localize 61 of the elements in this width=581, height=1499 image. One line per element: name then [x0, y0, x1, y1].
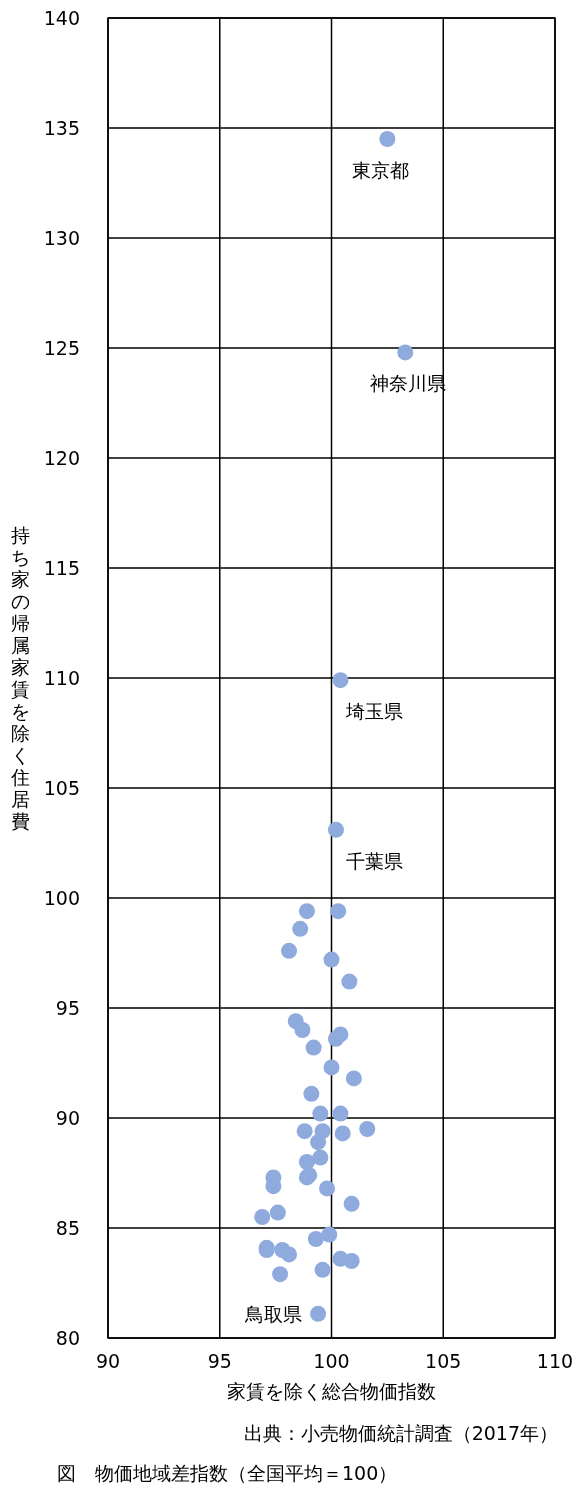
point	[298, 903, 315, 920]
point	[272, 1266, 289, 1283]
point	[296, 1123, 313, 1140]
point	[359, 1121, 376, 1137]
point	[292, 920, 309, 937]
y-tick-label: 120	[43, 447, 80, 469]
point	[305, 1039, 322, 1056]
y-tick-label: 80	[55, 1327, 80, 1349]
point	[345, 1070, 362, 1087]
point	[327, 821, 344, 838]
y-tick-label: 140	[43, 7, 80, 29]
point	[310, 1134, 327, 1151]
y-tick-label: 110	[43, 667, 80, 689]
point	[269, 1204, 286, 1221]
annotation: 東京都	[352, 159, 410, 181]
y-tick-label: 105	[43, 777, 80, 799]
point	[321, 1226, 338, 1243]
point	[307, 1231, 324, 1247]
point	[303, 1085, 320, 1102]
point	[254, 1209, 271, 1225]
point	[379, 131, 396, 147]
y-tick-label: 100	[43, 887, 80, 909]
text: 持ち家の帰属家賃を除く住居費	[10, 524, 30, 832]
point	[314, 1261, 331, 1278]
point	[397, 344, 414, 361]
source-note: 出典：小売物価統計調査（2017年）	[243, 1422, 558, 1444]
point	[327, 1030, 344, 1047]
point	[323, 951, 340, 968]
point	[298, 1154, 315, 1170]
point	[312, 1149, 329, 1166]
annotation: 埼玉県	[344, 700, 403, 723]
annotation: 鳥取県	[244, 1302, 303, 1325]
x-tick-label: 105	[425, 1350, 462, 1372]
y-tick-label: 125	[43, 337, 80, 359]
point	[332, 1105, 349, 1122]
y-tick-label: 115	[43, 557, 80, 579]
point	[312, 1105, 329, 1122]
point	[341, 973, 358, 990]
y-tick-label: 90	[55, 1107, 80, 1129]
y-tick-label: 95	[55, 997, 80, 1019]
point	[281, 1246, 298, 1263]
point	[343, 1253, 360, 1269]
y-tick-label: 130	[43, 227, 80, 249]
point	[332, 672, 349, 689]
x-tick-label: 100	[313, 1350, 350, 1372]
point	[294, 1022, 311, 1038]
text: 図 物価地域差指数（全国平均＝100）	[57, 1462, 398, 1484]
point	[343, 1195, 360, 1212]
y-tick-label: 85	[55, 1217, 80, 1239]
x-tick-label: 95	[207, 1350, 232, 1372]
point	[330, 903, 347, 920]
point	[310, 1305, 327, 1322]
x-axis-title: 家賃を除く総合物価指数	[227, 1380, 436, 1402]
point	[334, 1125, 351, 1142]
x-tick-label: 110	[536, 1350, 574, 1372]
y-tick-label: 135	[43, 117, 80, 139]
point	[281, 942, 298, 959]
annotation: 千葉県	[345, 849, 403, 872]
point	[323, 1059, 340, 1076]
x-tick-label: 90	[95, 1350, 121, 1372]
point	[319, 1180, 336, 1197]
